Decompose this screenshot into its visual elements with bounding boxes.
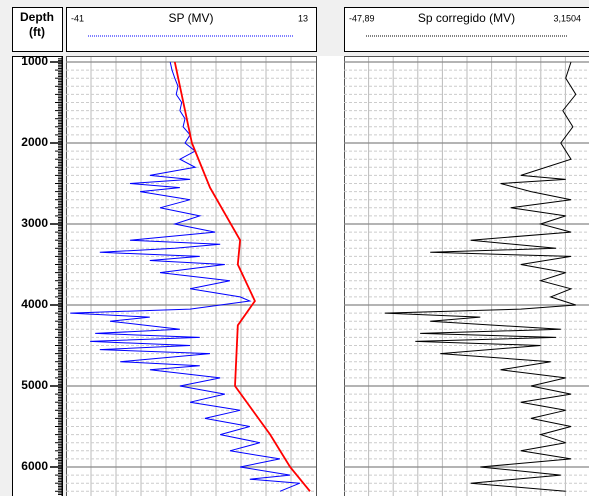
depth-tick-label: 1000 [21, 54, 48, 68]
depth-tick-label: 3000 [21, 216, 48, 230]
depth-tick-label: 2000 [21, 135, 48, 149]
depth-header [12, 7, 63, 52]
track-header [66, 7, 317, 52]
depth-unit: (ft) [29, 25, 45, 39]
depth-tick-label: 6000 [21, 459, 48, 473]
x-min-label: -41 [71, 13, 84, 23]
log-curve [173, 61, 311, 492]
log-curve [384, 61, 577, 492]
x-min-label: -47,89 [349, 13, 375, 23]
log-curve [70, 61, 300, 492]
x-max-label: 3,1504 [553, 13, 581, 23]
track-title: SP (MV) [168, 11, 213, 25]
track-gap [316, 56, 344, 496]
depth-tick-label: 5000 [21, 378, 48, 392]
track-title: Sp corregido (MV) [418, 11, 515, 25]
depth-column [12, 56, 63, 496]
x-max-label: 13 [298, 13, 308, 23]
depth-title: Depth [20, 10, 54, 24]
depth-tick-label: 4000 [21, 297, 48, 311]
track-header [344, 7, 589, 52]
